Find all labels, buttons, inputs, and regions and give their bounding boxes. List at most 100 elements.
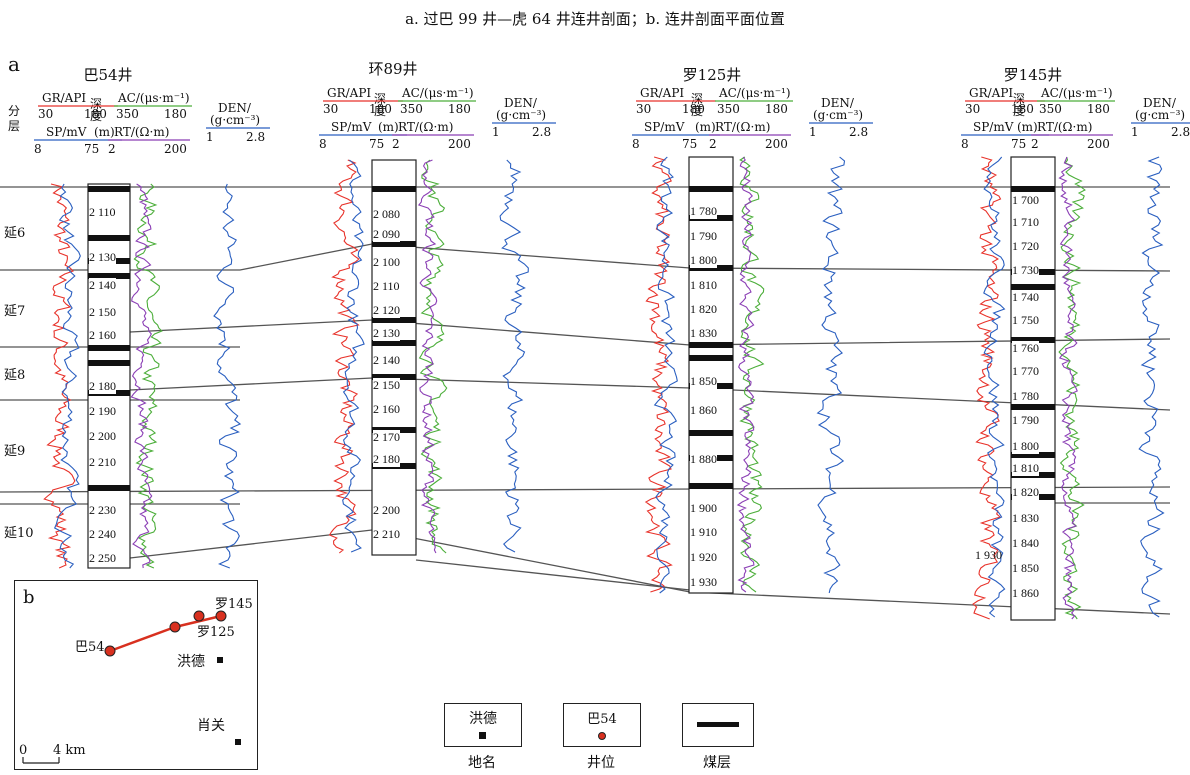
depth-label: 2 150 xyxy=(89,305,116,320)
header-depth: 深度 xyxy=(374,92,387,118)
depth-label: 2 180 xyxy=(373,452,400,467)
depth-label: 2 170 xyxy=(373,430,400,445)
depth-label: 2 240 xyxy=(89,527,116,542)
header-ac-max: 180 xyxy=(448,102,471,116)
correlation-line-8 xyxy=(129,529,1171,615)
depth-label: 1 810 xyxy=(690,278,717,293)
correlation-line-6 xyxy=(0,486,1171,493)
depth-label: 1 770 xyxy=(1012,364,1039,379)
header-den-min: 1 xyxy=(206,130,214,144)
ac-curve-luo145 xyxy=(1058,156,1086,620)
header-den: DEN/ xyxy=(504,96,537,110)
header-rt: RT/(Ω·m) xyxy=(114,125,170,139)
header-den: DEN/ xyxy=(218,101,251,115)
header-gr-max: 180 xyxy=(369,102,392,116)
header-sp-min: 8 xyxy=(319,137,327,151)
well-dot-ba54 xyxy=(104,645,116,657)
header-gr-min: 30 xyxy=(38,107,54,121)
header-ac-min: 350 xyxy=(1039,102,1062,116)
scale-label-end: 4 km xyxy=(53,743,86,758)
legend-town-marker xyxy=(479,732,486,739)
depth-label: 2 160 xyxy=(373,402,400,417)
coal-layer-luo125-8 xyxy=(689,483,733,489)
coal-layer-luo125-4 xyxy=(689,355,733,361)
depth-label: 1 720 xyxy=(1012,239,1039,254)
inset-label-luo145: 罗145 xyxy=(215,597,253,612)
header-rt-min: 2 xyxy=(108,142,116,156)
header-gr: GR/API xyxy=(42,91,87,105)
depth-label: 1 860 xyxy=(690,403,717,418)
depth-label: 1 800 xyxy=(1012,439,1039,454)
coal-layer-ba54-0 xyxy=(88,186,130,192)
header-rt: RT/(Ω·m) xyxy=(398,120,454,134)
ac-curve-huan89 xyxy=(418,159,448,554)
zone-label-yan10: 延10 xyxy=(4,526,34,541)
depth-label: 2 200 xyxy=(89,429,116,444)
coal-layer-luo145-2 xyxy=(1011,284,1055,290)
depth-label: 2 130 xyxy=(89,250,116,265)
gr-curve-luo145 xyxy=(972,156,1002,620)
coal-layer-ba54-1 xyxy=(88,235,130,241)
depth-label: 2 080 xyxy=(373,207,400,222)
depth-label: 2 190 xyxy=(89,404,116,419)
header-rt-max: 200 xyxy=(164,142,187,156)
legend-box-well: 巴54 xyxy=(563,703,641,747)
header-depth-unit: (m) xyxy=(94,125,115,139)
depth-label: 1 760 xyxy=(1012,341,1039,356)
header-den: DEN/ xyxy=(821,96,854,110)
panel-b-label: b xyxy=(23,587,35,608)
rt-curve-ba54 xyxy=(130,183,153,569)
header-depth-unit: (m) xyxy=(1017,120,1038,134)
depth-label: 1 830 xyxy=(1012,511,1039,526)
header-rt-min: 2 xyxy=(1031,137,1039,151)
legend-caption-place: 地名 xyxy=(468,755,496,771)
legend-caption-well: 井位 xyxy=(587,755,615,771)
legend-box-place: 洪德 xyxy=(444,703,522,747)
header-sp-min: 8 xyxy=(961,137,969,151)
header-ac: AC/(μs·m⁻¹) xyxy=(402,86,474,100)
well-title-luo125: 罗125井 xyxy=(682,66,742,84)
depth-label: 1 850 xyxy=(1012,561,1039,576)
depth-label: 2 140 xyxy=(373,353,400,368)
header-den: DEN/ xyxy=(1143,96,1176,110)
header-sp-max: 75 xyxy=(84,142,100,156)
depth-label: 1 810 xyxy=(1012,461,1039,476)
coal-layer-huan89-3 xyxy=(372,340,416,346)
section-line xyxy=(109,625,176,653)
sp-curve-luo145 xyxy=(983,156,1006,618)
depth-label: 1 710 xyxy=(1012,215,1039,230)
depth-label: 2 130 xyxy=(373,326,400,341)
depth-label: 1 730 xyxy=(1012,263,1039,278)
den-curve-huan89 xyxy=(499,159,529,553)
coal-layer-huan89-0 xyxy=(372,186,416,192)
coal-layer-luo125-2 xyxy=(689,265,733,271)
header-ac-max: 180 xyxy=(765,102,788,116)
coal-layer-luo125-6 xyxy=(689,430,733,436)
header-ac: AC/(μs·m⁻¹) xyxy=(1041,86,1113,100)
depth-label: 2 210 xyxy=(89,455,116,470)
legend-caption-coal: 煤层 xyxy=(703,755,731,771)
header-sp: SP/mV xyxy=(331,120,372,134)
header-ac-max: 180 xyxy=(1087,102,1110,116)
depth-label: 2 110 xyxy=(373,279,400,294)
correlation-line-10 xyxy=(415,559,691,591)
depth-label: 1 780 xyxy=(690,204,717,219)
header-gr-max: 180 xyxy=(682,102,705,116)
header-gr-min: 30 xyxy=(323,102,339,116)
depth-label: 1 820 xyxy=(690,302,717,317)
correlation-line-2 xyxy=(129,319,1171,346)
header-sp-min: 8 xyxy=(34,142,42,156)
town-marker-hongde xyxy=(217,657,223,663)
legend-sample-place: 洪德 xyxy=(469,711,497,727)
location-map-svg xyxy=(22,610,241,764)
header-rt-max: 200 xyxy=(448,137,471,151)
header-den-max: 2.8 xyxy=(849,125,869,139)
depth-label: 1 900 xyxy=(690,501,717,516)
header-sp: SP/mV xyxy=(46,125,87,139)
header-den-unit: (g·cm⁻³) xyxy=(1135,108,1186,122)
well-dot-luo145 xyxy=(215,610,227,622)
coal-layer-ba54-5 xyxy=(88,360,130,366)
header-gr-min: 30 xyxy=(636,102,652,116)
header-rt-min: 2 xyxy=(709,137,717,151)
den-curve-luo125 xyxy=(816,156,846,594)
